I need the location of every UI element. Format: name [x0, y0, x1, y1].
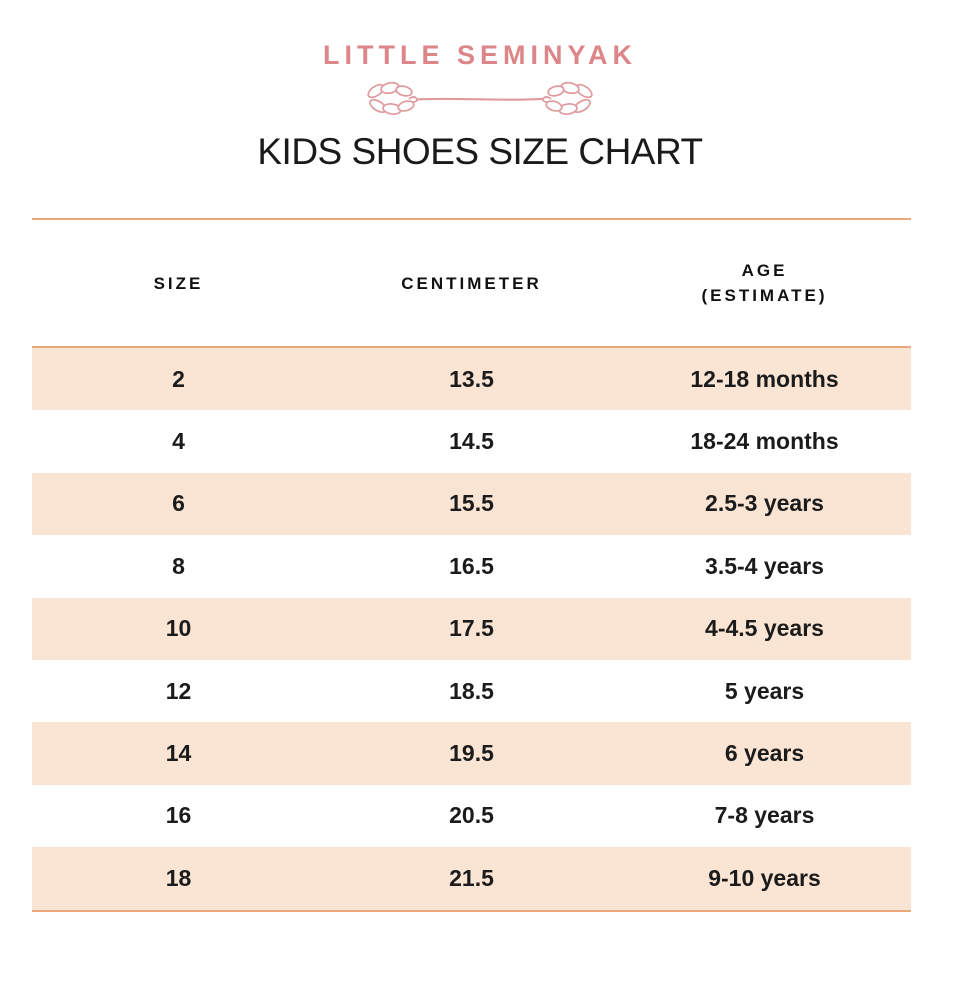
table-cell-size: 6 [172, 490, 185, 517]
table-row: 2 13.5 12-18 months [32, 348, 911, 411]
table-cell-age: 2.5-3 years [705, 490, 824, 517]
table-cell-centimeter: 18.5 [449, 677, 494, 704]
header-cell-size: SIZE [32, 271, 325, 296]
table-cell-centimeter: 21.5 [449, 864, 494, 891]
table-cell-size: 18 [165, 864, 192, 891]
table-cell-centimeter: 20.5 [449, 802, 494, 829]
table-cell-age: 12-18 months [690, 365, 839, 392]
page-title: KIDS SHOES SIZE CHART [257, 131, 703, 172]
table-header-row: SIZE CENTIMETER AGE (ESTIMATE) [32, 220, 911, 348]
table-row: 4 14.5 18-24 months [32, 410, 911, 472]
table-row: 16 20.5 7-8 years [32, 785, 911, 847]
divider-line [416, 97, 544, 101]
table-cell-age: 3.5-4 years [705, 552, 824, 579]
table-row: 6 15.5 2.5-3 years [32, 472, 911, 536]
table-cell-centimeter: 16.5 [449, 552, 494, 579]
table-row: 12 18.5 5 years [32, 660, 911, 722]
table-cell-age: 5 years [724, 677, 805, 704]
table-cell-age: 9-10 years [708, 864, 821, 891]
header-label: AGE [741, 261, 788, 280]
table-cell-size: 14 [165, 740, 192, 767]
table-cell-age: 6 years [724, 740, 805, 767]
header-label: (ESTIMATE) [701, 286, 828, 305]
table-cell-size: 12 [165, 677, 192, 704]
size-chart-page: LITTLE SEMINYAK [0, 40, 960, 912]
header-cell-centimeter: CENTIMETER [325, 271, 618, 296]
table-cell-centimeter: 15.5 [449, 490, 494, 517]
table-cell-centimeter: 19.5 [449, 740, 494, 767]
table-row: 18 21.5 9-10 years [32, 847, 911, 910]
leaf-sprig-right-icon [542, 81, 593, 115]
ornament-divider-svg [367, 81, 593, 115]
table-cell-size: 4 [172, 428, 185, 455]
leaf-sprig-left-icon [367, 81, 418, 115]
table-row: 8 16.5 3.5-4 years [32, 535, 911, 597]
table-cell-centimeter: 14.5 [449, 428, 494, 455]
table-cell-age: 18-24 months [690, 428, 839, 455]
table-cell-centimeter: 13.5 [449, 365, 494, 392]
header-label: SIZE [153, 273, 204, 293]
table-row: 14 19.5 6 years [32, 722, 911, 785]
table-cell-age: 4-4.5 years [705, 615, 824, 642]
header-cell-age: AGE (ESTIMATE) [618, 258, 911, 308]
table-cell-size: 10 [165, 615, 192, 642]
header-label: CENTIMETER [401, 273, 542, 293]
table-cell-size: 16 [165, 802, 192, 829]
table-row: 10 17.5 4-4.5 years [32, 597, 911, 660]
size-chart-table: SIZE CENTIMETER AGE (ESTIMATE) 2 13.5 12-18 m… [32, 218, 911, 912]
table-cell-size: 8 [172, 552, 185, 579]
ornament-divider [0, 79, 960, 117]
brand-logo: LITTLE SEMINYAK [322, 40, 638, 70]
table-cell-size: 2 [172, 365, 185, 392]
table-cell-centimeter: 17.5 [449, 615, 494, 642]
table-cell-age: 7-8 years [714, 802, 815, 829]
table-body: 2 13.5 12-18 months 4 14.5 18-24 months 6 15.5 2… [32, 348, 911, 910]
